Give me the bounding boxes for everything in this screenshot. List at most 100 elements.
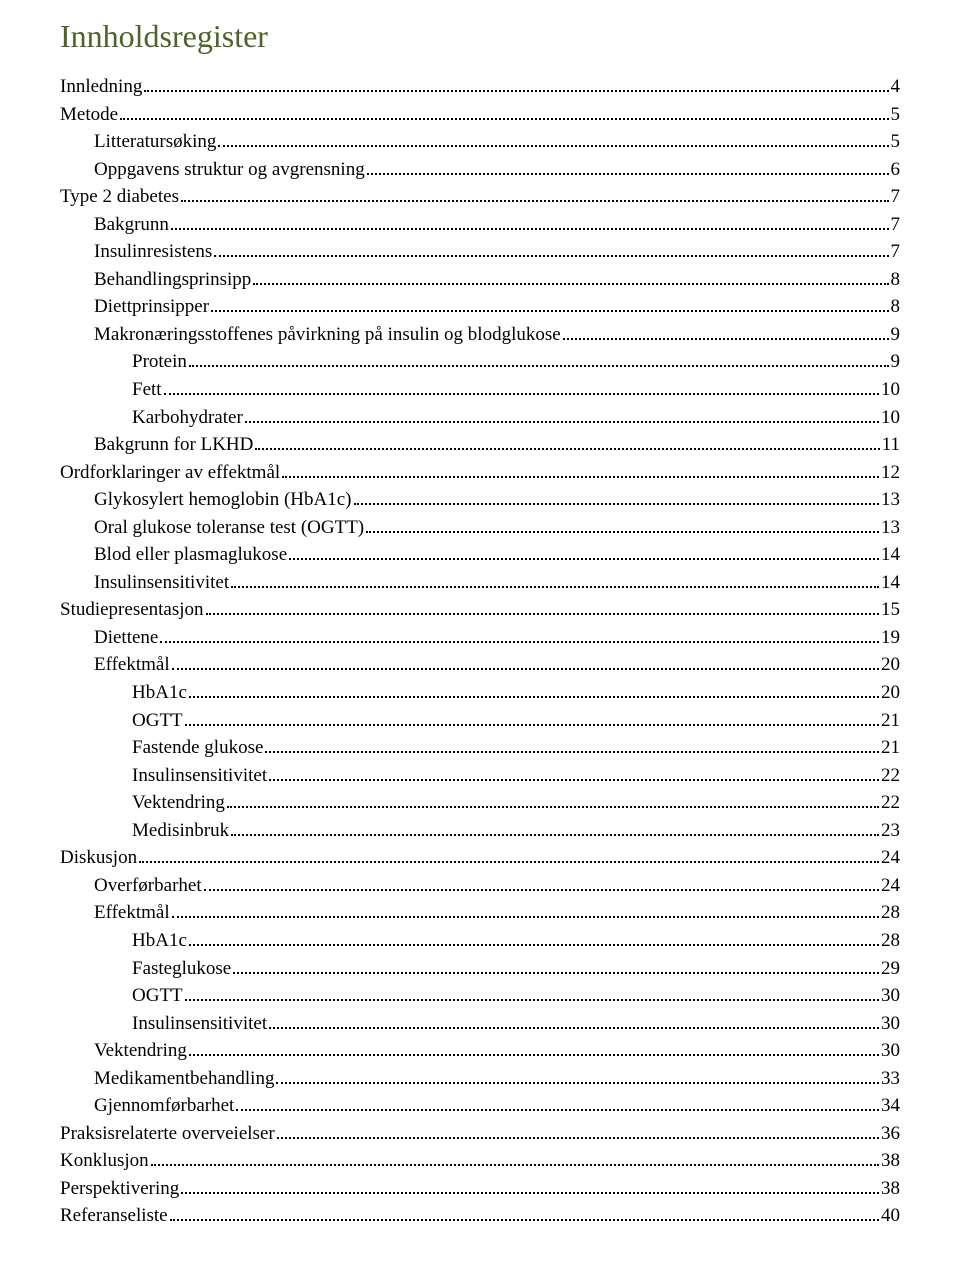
toc-entry-label: Behandlingsprinsipp bbox=[94, 266, 251, 294]
toc-leader-dots bbox=[367, 173, 889, 175]
toc-leader-dots bbox=[563, 338, 889, 340]
toc-row: Medisinbruk23 bbox=[60, 817, 900, 845]
toc-entry-label: Innledning bbox=[60, 73, 142, 101]
table-of-contents: Innledning 4Metode5Litteratursøking 5 Oppga… bbox=[60, 73, 900, 1230]
toc-row: Fett10 bbox=[60, 376, 900, 404]
toc-entry-page: 28 bbox=[881, 899, 900, 927]
toc-entry-label: HbA1c bbox=[132, 679, 187, 707]
toc-leader-dots bbox=[160, 641, 879, 643]
toc-row: Fasteglukose29 bbox=[60, 955, 900, 983]
toc-entry-page: 5 bbox=[891, 128, 901, 156]
toc-entry-page: 14 bbox=[881, 569, 900, 597]
toc-row: Innledning 4 bbox=[60, 73, 900, 101]
toc-entry-label: Blod eller plasmaglukose bbox=[94, 541, 287, 569]
toc-leader-dots bbox=[189, 944, 879, 946]
toc-leader-dots bbox=[172, 668, 879, 670]
toc-leader-dots bbox=[189, 365, 889, 367]
toc-entry-page: 7 bbox=[891, 183, 901, 211]
toc-row: Diettene19 bbox=[60, 624, 900, 652]
toc-row: Konklusjon 38 bbox=[60, 1147, 900, 1175]
toc-row: Insulinsensitivitet 14 bbox=[60, 569, 900, 597]
toc-entry-label: Medikamentbehandling bbox=[94, 1065, 274, 1093]
toc-entry-label: Referanseliste bbox=[60, 1202, 168, 1230]
toc-entry-label: Diettene bbox=[94, 624, 158, 652]
toc-leader-dots bbox=[227, 806, 879, 808]
toc-leader-dots bbox=[151, 1164, 879, 1166]
toc-entry-label: Fasteglukose bbox=[132, 955, 231, 983]
toc-entry-label: Oppgavens struktur og avgrensning bbox=[94, 156, 365, 184]
toc-row: Makronæringsstoffenes påvirkning på insu… bbox=[60, 321, 900, 349]
toc-leader-dots bbox=[144, 90, 888, 92]
toc-entry-label: Ordforklaringer av effektmål bbox=[60, 459, 280, 487]
toc-leader-dots bbox=[269, 779, 879, 781]
toc-entry-label: Overførbarhet bbox=[94, 872, 202, 900]
toc-entry-label: Effektmål bbox=[94, 651, 170, 679]
toc-entry-label: Insulinsensitivitet bbox=[132, 762, 267, 790]
toc-leader-dots bbox=[231, 586, 879, 588]
toc-entry-page: 38 bbox=[881, 1147, 900, 1175]
toc-leader-dots bbox=[236, 1109, 879, 1111]
toc-leader-dots bbox=[211, 310, 888, 312]
toc-entry-label: Vektendring bbox=[94, 1037, 187, 1065]
toc-entry-label: Karbohydrater bbox=[132, 404, 243, 432]
toc-entry-label: Insulinsensitivitet bbox=[132, 1010, 267, 1038]
toc-leader-dots bbox=[253, 283, 888, 285]
toc-entry-page: 33 bbox=[881, 1065, 900, 1093]
toc-row: Studiepresentasjon15 bbox=[60, 596, 900, 624]
toc-entry-page: 34 bbox=[881, 1092, 900, 1120]
toc-row: Oral glukose toleranse test (OGTT)13 bbox=[60, 514, 900, 542]
toc-row: Diettprinsipper8 bbox=[60, 293, 900, 321]
toc-entry-page: 13 bbox=[881, 514, 900, 542]
toc-entry-label: Bakgrunn for LKHD bbox=[94, 431, 253, 459]
document-title: Innholdsregister bbox=[60, 18, 900, 55]
toc-entry-label: Diskusjon bbox=[60, 844, 137, 872]
toc-row: Vektendring22 bbox=[60, 789, 900, 817]
toc-leader-dots bbox=[172, 916, 879, 918]
toc-entry-label: Makronæringsstoffenes påvirkning på insu… bbox=[94, 321, 561, 349]
toc-entry-page: 24 bbox=[881, 844, 900, 872]
toc-entry-page: 4 bbox=[891, 73, 901, 101]
toc-leader-dots bbox=[181, 1192, 879, 1194]
toc-entry-label: Metode bbox=[60, 101, 118, 129]
toc-entry-page: 7 bbox=[891, 211, 901, 239]
toc-entry-page: 6 bbox=[891, 156, 901, 184]
toc-entry-page: 11 bbox=[882, 431, 900, 459]
toc-entry-label: Insulinsensitivitet bbox=[94, 569, 229, 597]
toc-entry-label: Konklusjon bbox=[60, 1147, 149, 1175]
toc-entry-label: Fastende glukose bbox=[132, 734, 263, 762]
toc-entry-page: 15 bbox=[881, 596, 900, 624]
toc-entry-page: 7 bbox=[891, 238, 901, 266]
toc-entry-label: Litteratursøking bbox=[94, 128, 216, 156]
toc-leader-dots bbox=[231, 834, 879, 836]
toc-entry-label: Effektmål bbox=[94, 899, 170, 927]
toc-leader-dots bbox=[269, 1027, 879, 1029]
toc-entry-label: OGTT bbox=[132, 982, 183, 1010]
toc-entry-page: 13 bbox=[881, 486, 900, 514]
toc-row: OGTT30 bbox=[60, 982, 900, 1010]
toc-row: HbA1c28 bbox=[60, 927, 900, 955]
toc-row: Medikamentbehandling 33 bbox=[60, 1065, 900, 1093]
toc-row: Insulinresistens7 bbox=[60, 238, 900, 266]
toc-leader-dots bbox=[139, 861, 879, 863]
toc-row: Overførbarhet24 bbox=[60, 872, 900, 900]
toc-entry-page: 21 bbox=[881, 734, 900, 762]
toc-entry-page: 23 bbox=[881, 817, 900, 845]
toc-row: Metode5 bbox=[60, 101, 900, 129]
toc-entry-page: 22 bbox=[881, 789, 900, 817]
toc-entry-page: 30 bbox=[881, 1010, 900, 1038]
toc-row: OGTT21 bbox=[60, 707, 900, 735]
toc-leader-dots bbox=[171, 228, 889, 230]
toc-row: Praksisrelaterte overveielser36 bbox=[60, 1120, 900, 1148]
toc-entry-label: Type 2 diabetes bbox=[60, 183, 179, 211]
toc-row: Referanseliste40 bbox=[60, 1202, 900, 1230]
toc-row: Bakgrunn for LKHD 11 bbox=[60, 431, 900, 459]
toc-row: Type 2 diabetes 7 bbox=[60, 183, 900, 211]
toc-leader-dots bbox=[214, 255, 888, 257]
toc-entry-label: Gjennomførbarhet bbox=[94, 1092, 234, 1120]
toc-row: Insulinsensitivitet 30 bbox=[60, 1010, 900, 1038]
toc-row: Diskusjon 24 bbox=[60, 844, 900, 872]
toc-entry-page: 28 bbox=[881, 927, 900, 955]
toc-entry-page: 20 bbox=[881, 679, 900, 707]
toc-entry-label: Fett bbox=[132, 376, 162, 404]
toc-entry-page: 20 bbox=[881, 651, 900, 679]
